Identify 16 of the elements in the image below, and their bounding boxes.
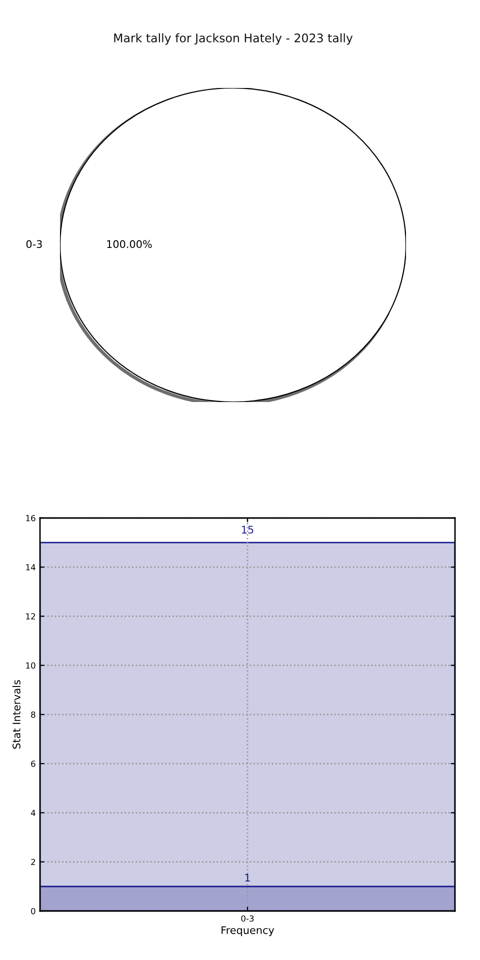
y-tick-label: 0 — [31, 908, 36, 914]
x-axis-title: Frequency — [222, 926, 274, 936]
y-tick-label: 14 — [26, 564, 36, 570]
chart-title: Mark tally for Jackson Hately - 2023 tally — [114, 33, 353, 45]
y-axis-title: Stat Intervals — [12, 680, 20, 749]
total-label: 15 — [242, 526, 254, 534]
y-tick-label: 6 — [31, 760, 36, 767]
y-tick-label: 2 — [31, 858, 35, 866]
data-label: 100.00% — [107, 240, 152, 248]
slice-label: 0-3 — [26, 240, 42, 248]
y-tick-label: 12 — [26, 613, 35, 620]
y-tick-label: 4 — [30, 810, 36, 816]
y-tick-label: 8 — [31, 711, 36, 718]
y-tick-label: 16 — [26, 514, 36, 522]
data-label: 1 — [245, 874, 250, 882]
y-tick-label: 10 — [26, 662, 36, 669]
